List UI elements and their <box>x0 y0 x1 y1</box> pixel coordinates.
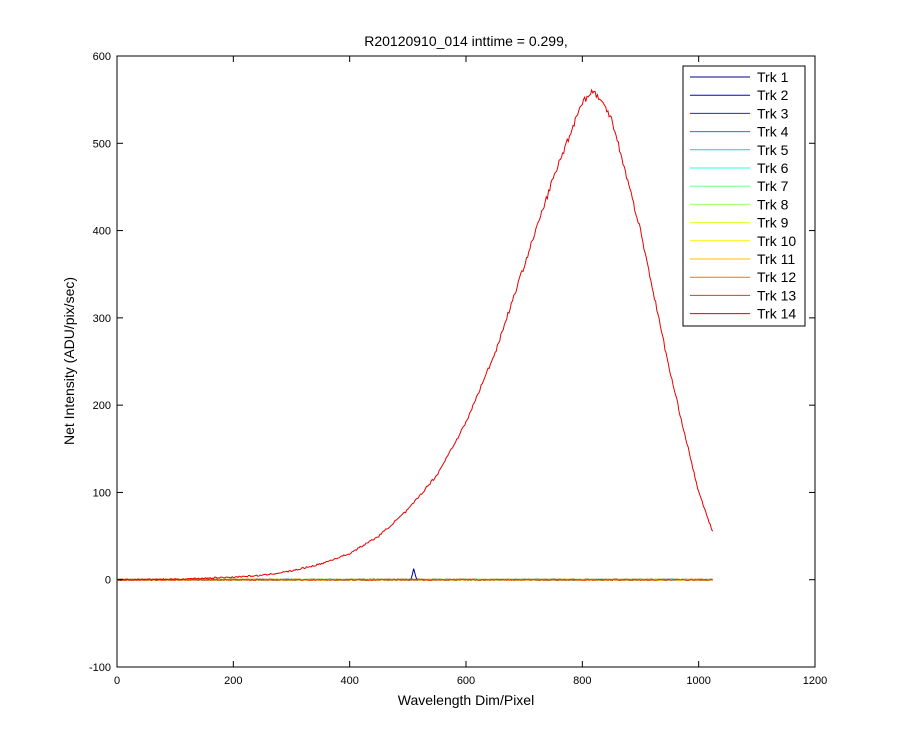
legend-label-trk-2: Trk 2 <box>757 87 789 103</box>
x-axis-label: Wavelength Dim/Pixel <box>398 692 534 708</box>
series-line-trk-14 <box>117 88 714 581</box>
y-tick-label: 300 <box>93 313 111 325</box>
x-tick-label: 800 <box>573 675 591 687</box>
legend: Trk 1 Trk 2 Trk 3 Trk 4 Trk 5 Trk 6 Trk 7 Trk 8… <box>682 65 806 327</box>
y-tick-label: 100 <box>93 487 111 499</box>
y-tick-label: 500 <box>93 138 111 150</box>
y-axis-label: Net Intensity (ADU/pix/sec) <box>61 277 77 445</box>
legend-label-trk-3: Trk 3 <box>757 105 789 121</box>
chart-title: R20120910_014 inttime = 0.299, <box>364 33 568 49</box>
legend-label-trk-6: Trk 6 <box>757 160 789 176</box>
legend-label-trk-4: Trk 4 <box>757 124 789 140</box>
legend-label-trk-11: Trk 11 <box>757 251 795 267</box>
x-tick-label: 200 <box>224 675 242 687</box>
series-line-trk-13 <box>117 578 713 582</box>
legend-label-trk-10: Trk 10 <box>757 233 796 249</box>
legend-label-trk-14: Trk 14 <box>757 306 796 322</box>
legend-label-trk-13: Trk 13 <box>757 287 796 303</box>
legend-label-trk-9: Trk 9 <box>757 215 789 231</box>
x-tick-label: 400 <box>340 675 358 687</box>
x-tick-label: 0 <box>114 675 120 687</box>
x-tick-label: 600 <box>457 675 475 687</box>
y-tick-label: 0 <box>105 575 111 587</box>
y-tick-label: -100 <box>89 662 111 674</box>
series-layer <box>117 88 714 582</box>
legend-label-trk-12: Trk 12 <box>757 269 796 285</box>
x-tick-label: 1000 <box>686 675 710 687</box>
legend-label-trk-7: Trk 7 <box>757 178 789 194</box>
y-tick-label: 200 <box>93 400 111 412</box>
legend-label-trk-1: Trk 1 <box>757 69 789 85</box>
y-tick-label: 400 <box>93 226 111 238</box>
x-tick-label: 1200 <box>803 675 827 687</box>
ticks-layer: 0 200 400 600 800 1000 1200-100010020030040050… <box>89 51 827 687</box>
legend-label-trk-8: Trk 8 <box>757 196 789 212</box>
legend-box <box>682 65 806 327</box>
legend-label-trk-5: Trk 5 <box>757 142 789 158</box>
y-tick-label: 600 <box>93 51 111 63</box>
